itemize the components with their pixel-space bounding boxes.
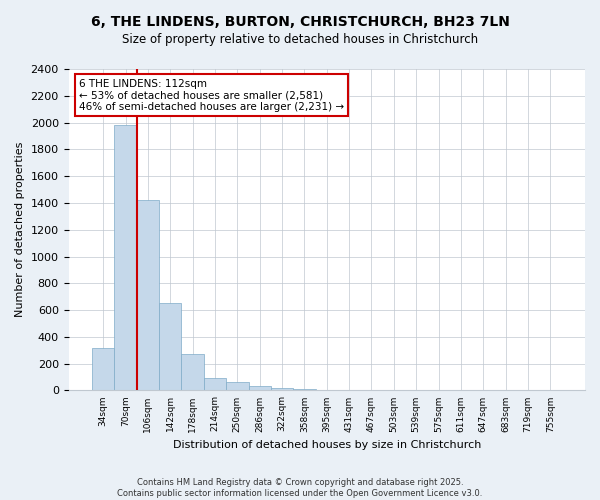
Text: 6 THE LINDENS: 112sqm
← 53% of detached houses are smaller (2,581)
46% of semi-d: 6 THE LINDENS: 112sqm ← 53% of detached …: [79, 78, 344, 112]
Bar: [226, 382, 248, 390]
Bar: [92, 348, 115, 391]
X-axis label: Distribution of detached houses by size in Christchurch: Distribution of detached houses by size …: [173, 440, 481, 450]
Bar: [115, 126, 137, 390]
Bar: [271, 388, 293, 390]
Y-axis label: Number of detached properties: Number of detached properties: [15, 142, 25, 318]
Bar: [248, 386, 271, 390]
Bar: [181, 354, 204, 390]
Bar: [159, 304, 181, 390]
Text: Size of property relative to detached houses in Christchurch: Size of property relative to detached ho…: [122, 32, 478, 46]
Text: Contains HM Land Registry data © Crown copyright and database right 2025.
Contai: Contains HM Land Registry data © Crown c…: [118, 478, 482, 498]
Text: 6, THE LINDENS, BURTON, CHRISTCHURCH, BH23 7LN: 6, THE LINDENS, BURTON, CHRISTCHURCH, BH…: [91, 15, 509, 29]
Bar: [293, 389, 316, 390]
Bar: [204, 378, 226, 390]
Bar: [137, 200, 159, 390]
